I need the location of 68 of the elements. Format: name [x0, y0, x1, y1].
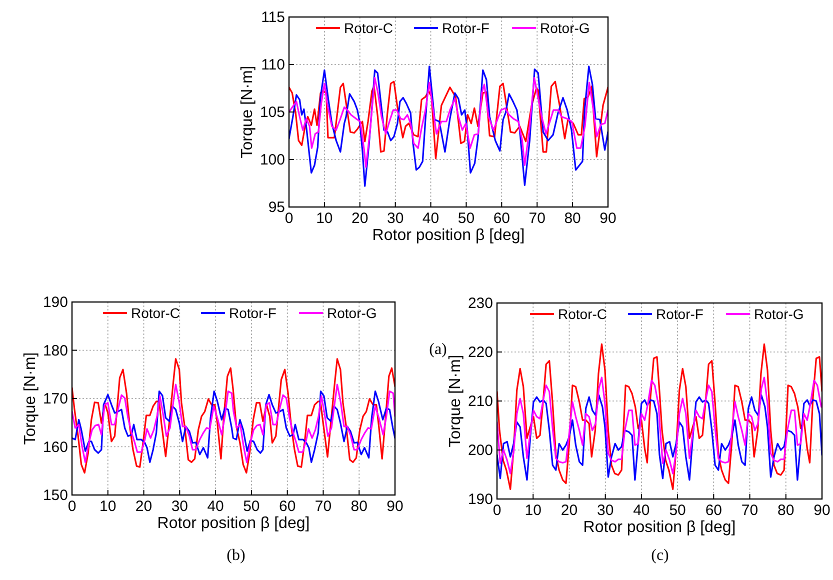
x-tick-label: 80: [778, 502, 794, 519]
y-tick-label: 200: [468, 442, 493, 459]
legend-label: Rotor-F: [656, 306, 704, 322]
x-tick-label: 20: [135, 498, 152, 515]
line-series: [289, 66, 608, 187]
y-tick-label: 160: [42, 438, 68, 456]
y-axis-title: Torque [N·m]: [239, 66, 256, 158]
line-series: [497, 376, 822, 474]
y-axis-title: Torque [N·m]: [22, 352, 39, 445]
x-tick-label: 50: [458, 210, 475, 227]
legend-label: Rotor-G: [754, 306, 804, 322]
y-tick-label: 100: [260, 152, 285, 168]
y-tick-label: 230: [468, 295, 493, 312]
x-tick-label: 50: [669, 502, 686, 519]
x-tick-label: 60: [705, 502, 722, 519]
x-axis-title: Rotor position β [deg]: [583, 519, 736, 536]
x-tick-label: 70: [314, 498, 332, 515]
y-tick-label: 180: [42, 342, 68, 360]
y-tick-label: 190: [468, 491, 493, 508]
text: (c): [651, 547, 669, 564]
x-tick-label: 90: [814, 502, 830, 519]
x-axis-title: Rotor position β [deg]: [372, 227, 525, 244]
y-tick-label: 110: [261, 56, 285, 74]
legend-label: Rotor-C: [344, 20, 394, 36]
legend-label: Rotor-G: [540, 20, 590, 36]
x-tick-label: 80: [564, 210, 581, 227]
text: (b): [226, 547, 246, 564]
x-tick-label: 70: [528, 210, 546, 227]
x-tick-label: 90: [386, 498, 404, 515]
x-tick-label: 10: [100, 498, 116, 515]
x-tick-label: 10: [316, 210, 333, 227]
line-series: [497, 343, 822, 490]
line-series: [72, 358, 395, 474]
line-series: [497, 394, 822, 481]
y-tick-label: 220: [468, 344, 493, 361]
x-tick-label: 40: [422, 210, 440, 227]
x-tick-label: 60: [493, 210, 510, 227]
legend-label: Rotor-C: [558, 306, 608, 322]
x-tick-label: 40: [633, 502, 650, 519]
x-tick-label: 30: [596, 502, 614, 519]
y-tick-label: 105: [260, 104, 285, 121]
text: (a): [429, 341, 447, 358]
x-tick-label: 80: [350, 498, 368, 515]
legend-label: Rotor-C: [131, 305, 180, 321]
y-tick-label: 210: [468, 393, 493, 410]
x-tick-label: 0: [68, 498, 76, 515]
y-axis-title: Torque [N·m]: [447, 354, 464, 448]
y-tick-label: 150: [42, 487, 68, 504]
x-tick-label: 60: [278, 498, 296, 515]
legend-label: Rotor-F: [229, 305, 276, 321]
x-tick-label: 0: [284, 210, 294, 227]
x-tick-label: 20: [352, 210, 368, 227]
x-tick-label: 40: [207, 498, 224, 515]
x-axis-title: Rotor position β [deg]: [157, 515, 310, 532]
legend-label: Rotor-G: [327, 305, 377, 321]
y-tick-label: 190: [42, 294, 68, 311]
legend-label: Rotor-F: [442, 20, 490, 36]
y-tick-label: 95: [268, 199, 285, 216]
x-tick-label: 50: [243, 498, 260, 515]
x-tick-label: 20: [560, 502, 578, 519]
x-tick-label: 90: [600, 210, 616, 227]
y-tick-label: 170: [42, 390, 68, 408]
x-tick-label: 70: [741, 502, 758, 519]
x-tick-label: 10: [524, 502, 542, 519]
y-tick-label: 115: [261, 9, 285, 26]
x-tick-label: 0: [492, 502, 502, 519]
x-tick-label: 30: [171, 498, 188, 515]
x-tick-label: 30: [386, 210, 404, 227]
